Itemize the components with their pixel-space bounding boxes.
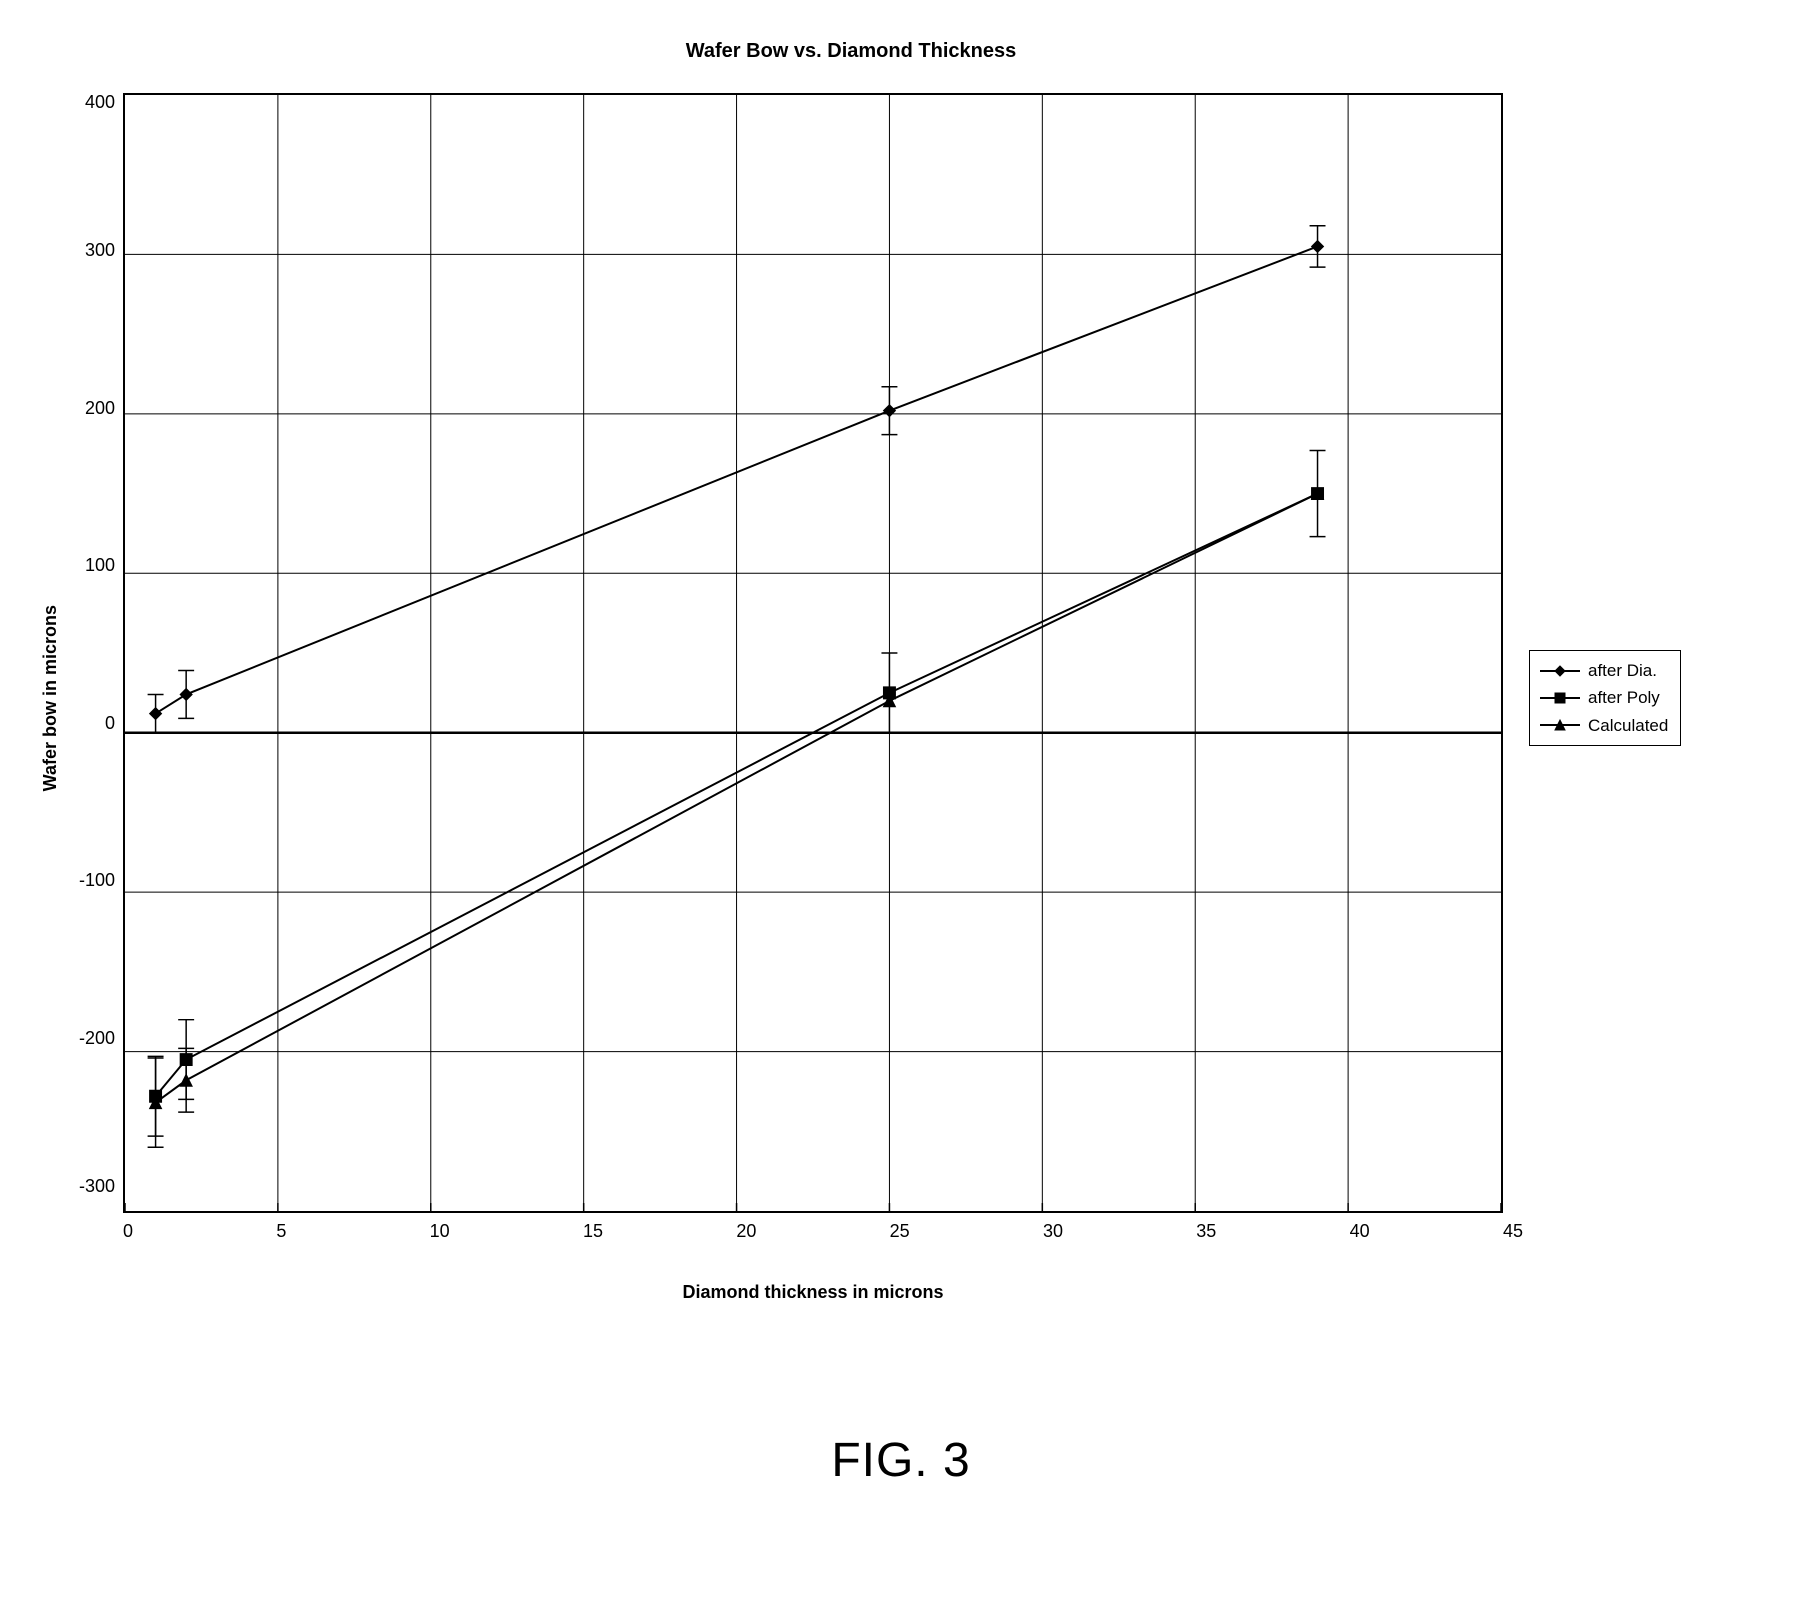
legend-label: after Poly — [1588, 684, 1660, 711]
y-tick: 200 — [71, 399, 115, 417]
legend-item: after Dia. — [1538, 657, 1668, 684]
axes-row: 400 300 200 100 0 -100 -200 -300 — [71, 93, 1503, 1213]
y-tick: 0 — [71, 714, 115, 732]
y-tick-labels: 400 300 200 100 0 -100 -200 -300 — [71, 93, 115, 1213]
y-tick: 300 — [71, 241, 115, 259]
x-axis-label: Diamond thickness in microns — [123, 1282, 1503, 1303]
plot-column: 400 300 200 100 0 -100 -200 -300 05101520253035… — [71, 93, 1503, 1303]
legend-marker-diamond-icon — [1538, 663, 1582, 679]
chart-title: Wafer Bow vs. Diamond Thickness — [0, 40, 1762, 63]
plot-svg — [125, 95, 1501, 1211]
legend-label: Calculated — [1588, 712, 1668, 739]
y-tick: -100 — [71, 871, 115, 889]
legend-marker-triangle-icon — [1538, 717, 1582, 733]
legend-marker-square-icon — [1538, 690, 1582, 706]
legend-item: Calculated — [1538, 712, 1668, 739]
y-axis-label: Wafer bow in microns — [40, 605, 61, 791]
y-tick: 100 — [71, 556, 115, 574]
legend-label: after Dia. — [1588, 657, 1657, 684]
chart-row: Wafer bow in microns 400 300 200 100 0 -100 -2… — [40, 93, 1762, 1303]
y-tick: -200 — [71, 1029, 115, 1047]
y-tick: -300 — [71, 1177, 115, 1195]
legend-item: after Poly — [1538, 684, 1668, 711]
figure-caption: FIG. 3 — [40, 1433, 1762, 1488]
figure-container: Wafer Bow vs. Diamond Thickness Wafer bo… — [40, 40, 1762, 1488]
y-tick: 400 — [71, 93, 115, 111]
x-tick-labels: 051015202530354045 — [123, 1221, 1503, 1242]
plot-area — [123, 93, 1503, 1213]
legend: after Dia.after PolyCalculated — [1529, 650, 1681, 746]
